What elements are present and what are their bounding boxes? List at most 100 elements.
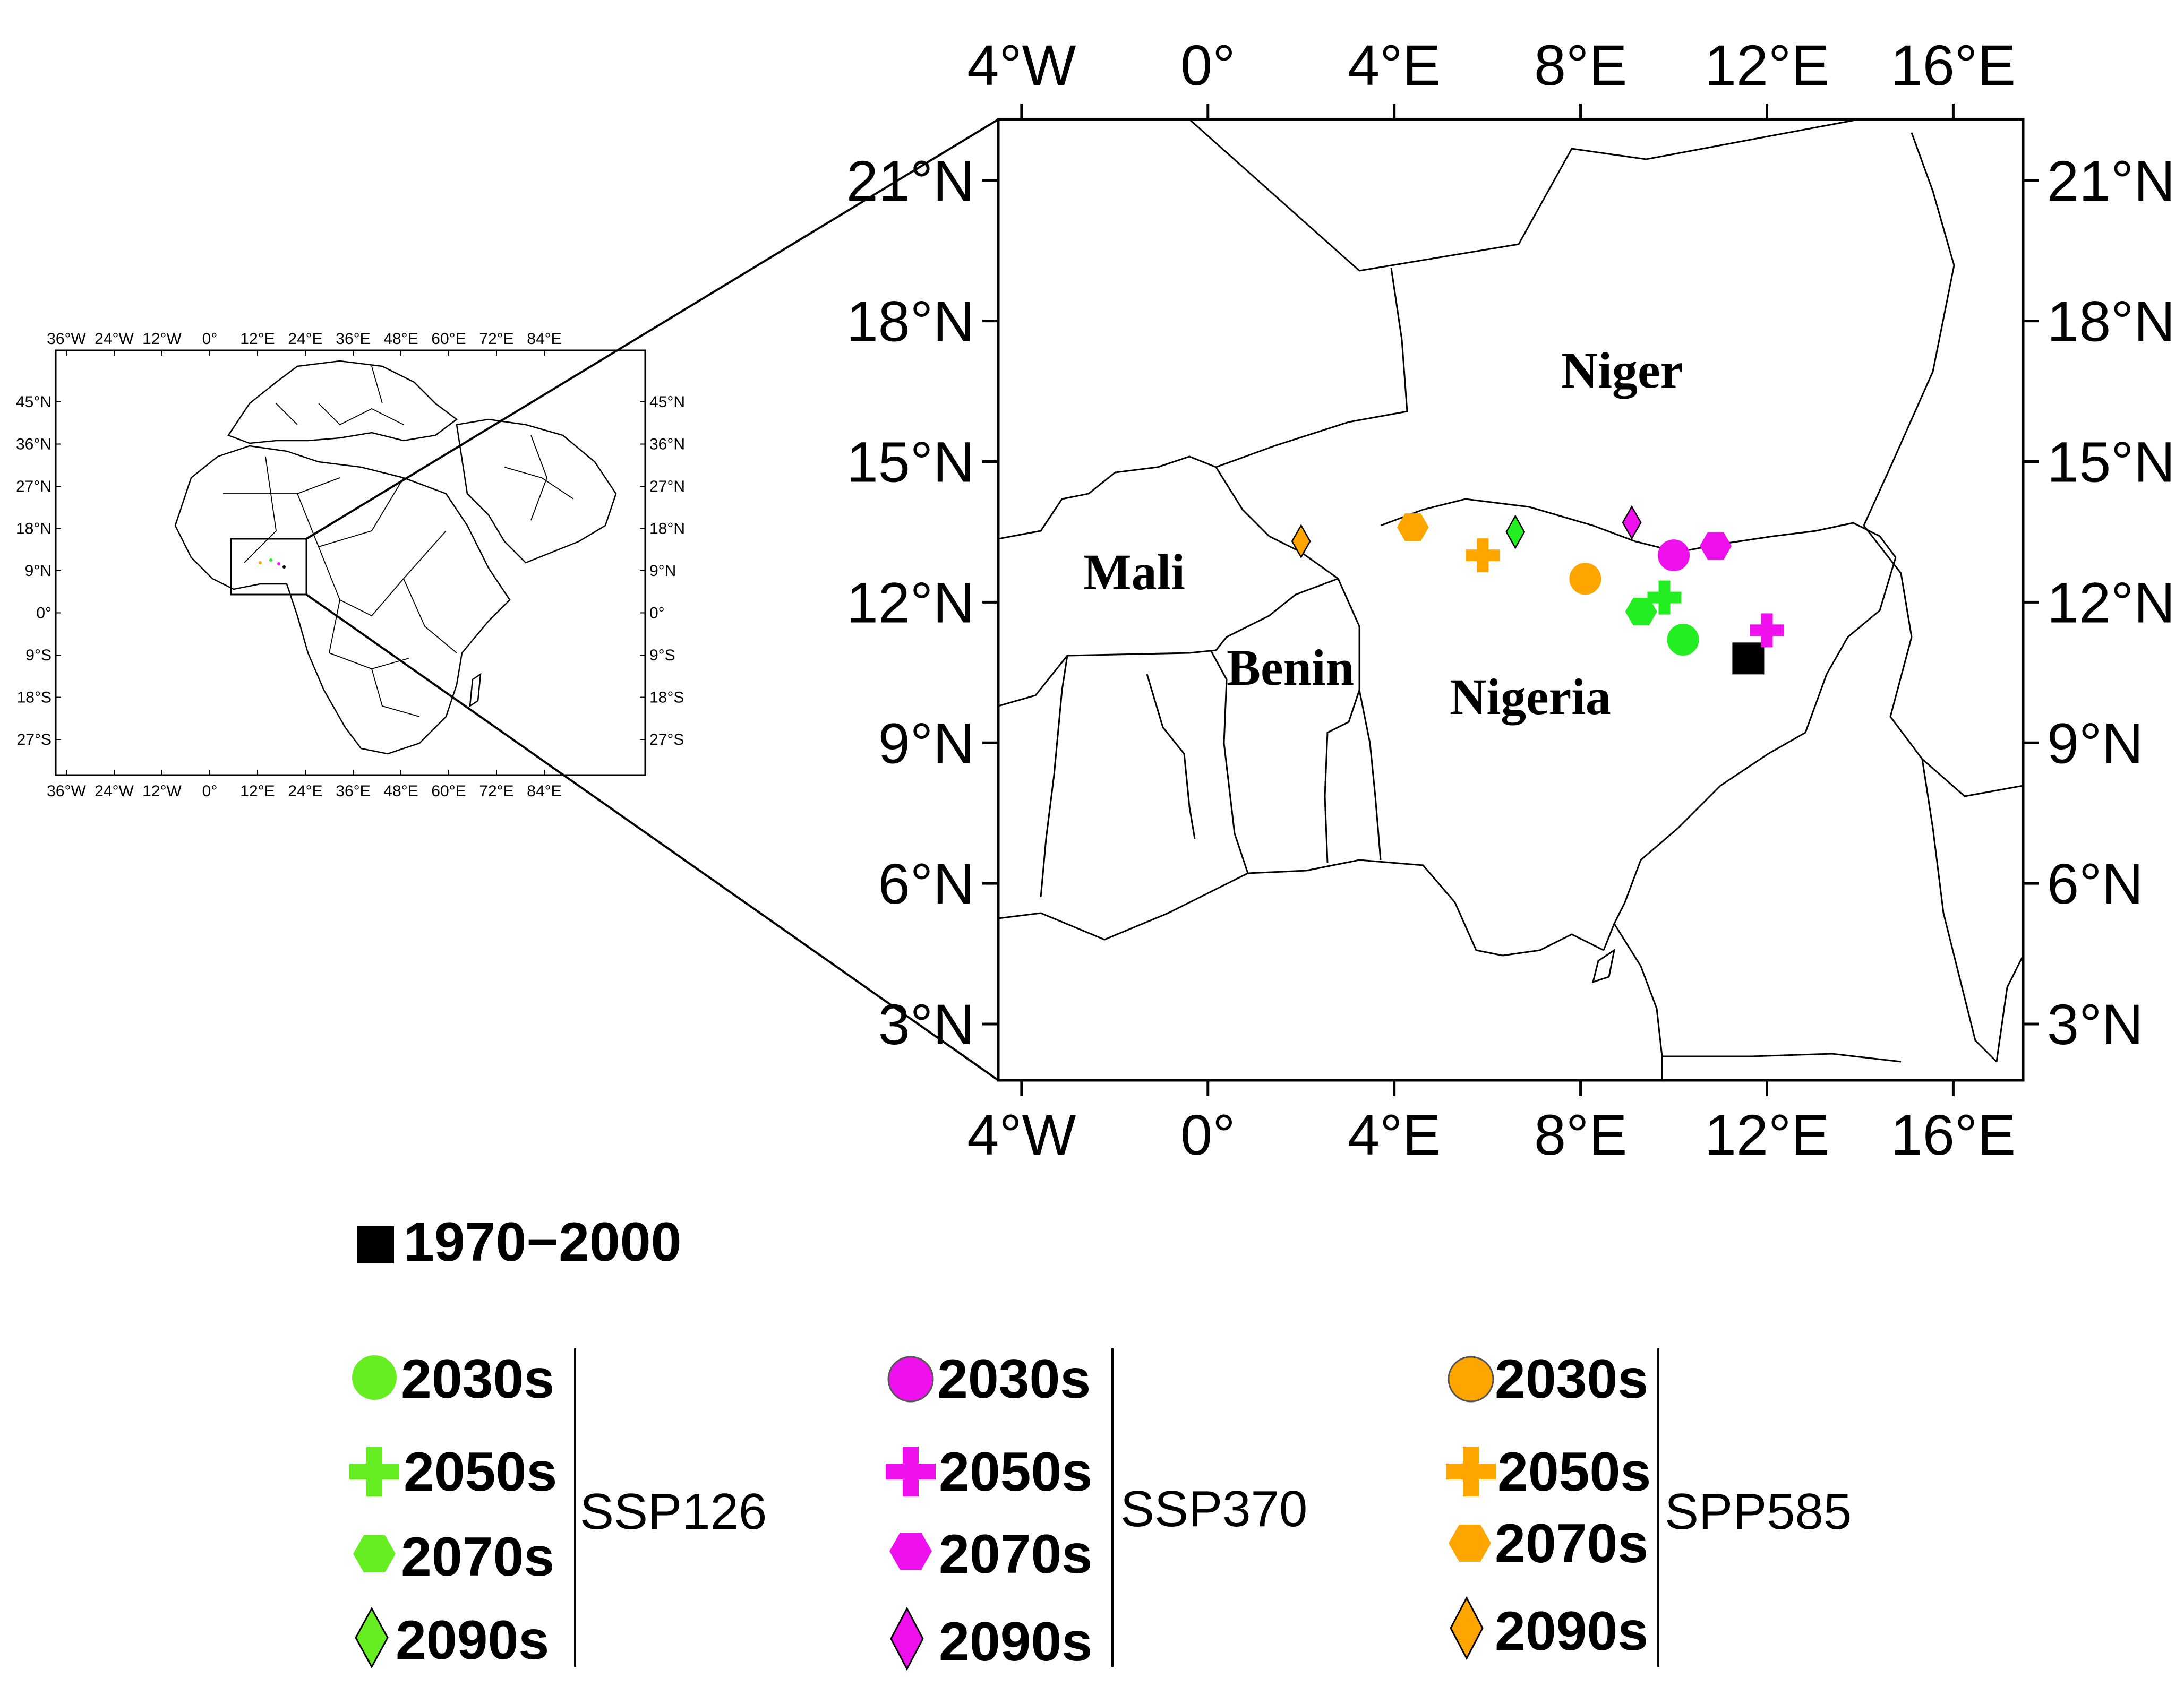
country-label-nigeria: Nigeria — [1450, 668, 1611, 725]
inset-lon-label-top: 60°E — [431, 330, 466, 348]
inset-lon-label-top: 72°E — [479, 330, 513, 348]
inset-lon-label-top: 24°W — [95, 330, 134, 348]
border-mali-burkina — [998, 455, 1217, 540]
legend-ssp370-hexagon-icon — [889, 1533, 932, 1570]
border-nigeria-west — [1358, 690, 1382, 861]
inset-lat-label-left: 0° — [36, 605, 52, 622]
marker-baseline-19702000 — [1732, 642, 1765, 675]
legend-spp585-name: SPP585 — [1665, 1483, 1852, 1540]
main-lat-label-left: 3°N — [878, 992, 974, 1056]
main-lon-label-bottom: 8°E — [1534, 1103, 1627, 1167]
inset-lon-label-bottom: 60°E — [431, 782, 466, 800]
inset-lat-label-right: 27°N — [649, 478, 685, 495]
main-lat-label-left: 18°N — [846, 289, 974, 354]
inset-lon-label-bottom: 12°E — [240, 782, 275, 800]
inset-ticks: 36°W 36°W 24°W 24°W 12°W 12°W 0° 0° 12°E 12°E 24°E… — [16, 330, 685, 800]
inset-lat-label-left: 36°N — [16, 436, 52, 453]
legend-spp585-diamond-icon — [1450, 1596, 1484, 1660]
legend-ssp370-item-2: 2050s — [939, 1441, 1092, 1503]
marker-spp585-2070s — [1397, 513, 1429, 541]
legend: 1970−2000 2030s 2050s 2070s 2090s SSP126… — [349, 1211, 1852, 1673]
marker-ssp370-2030s — [1658, 539, 1690, 572]
legend-ssp126-item-2: 2050s — [404, 1441, 557, 1503]
inset-lat-label-left: 18°N — [16, 520, 52, 538]
marker-ssp126-2030s — [1667, 624, 1699, 656]
legend-group-ssp370: 2030s 2050s 2070s 2090s SSP370 — [886, 1348, 1307, 1673]
legend-spp585-item-3: 2070s — [1495, 1513, 1648, 1574]
inset-lat-label-right: 9°S — [649, 647, 675, 664]
main-lon-label-top: 4°E — [1348, 33, 1441, 97]
main-lon-label-top: 16°E — [1891, 33, 2016, 97]
country-label-mali: Mali — [1083, 544, 1185, 600]
inset-lat-label-right: 9°N — [649, 562, 676, 580]
inset-lat-label-right: 18°S — [649, 689, 684, 707]
coast-cameroon — [1613, 923, 1663, 1080]
main-lat-label-left: 9°N — [878, 711, 974, 775]
legend-ssp370-diamond-icon — [890, 1606, 924, 1671]
border-burkina-south — [998, 578, 1339, 707]
main-lat-label-right: 21°N — [2047, 149, 2175, 213]
inset-lon-label-top: 0° — [202, 330, 218, 348]
main-lon-label-top: 0° — [1180, 33, 1235, 97]
country-label-niger: Niger — [1561, 342, 1683, 399]
legend-ssp370-plus-icon — [886, 1447, 936, 1496]
legend-spp585-item-2: 2050s — [1497, 1441, 1651, 1503]
legend-ssp370-name: SSP370 — [1120, 1481, 1307, 1537]
border-cameroon-car — [1921, 759, 1998, 1063]
inset-map-frame — [55, 349, 646, 776]
marker-ssp126-2070s — [1625, 598, 1657, 626]
main-lon-label-top: 8°E — [1534, 33, 1627, 97]
inset-lat-label-left: 9°N — [25, 562, 52, 580]
inset-lon-label-top: 24°E — [288, 330, 322, 348]
main-lat-label-left: 21°N — [846, 149, 974, 213]
inset-lon-label-bottom: 12°W — [142, 782, 182, 800]
legend-baseline-square-icon — [357, 1226, 394, 1263]
inset-lon-label-top: 84°E — [527, 330, 561, 348]
main-lat-label-right: 12°N — [2047, 570, 2175, 634]
marker-spp585-2050s — [1466, 538, 1500, 573]
marker-ssp126-2050s — [1647, 580, 1682, 615]
inset-lat-label-left: 45°N — [16, 393, 52, 411]
legend-baseline: 1970−2000 — [357, 1211, 681, 1273]
main-lon-label-bottom: 16°E — [1891, 1103, 2016, 1167]
legend-ssp370-item-1: 2030s — [937, 1348, 1091, 1410]
inset-lon-label-bottom: 48°E — [383, 782, 418, 800]
main-map: 4°W 4°W 0° 0° 4°E 4°E 8°E 8°E 12°E 12°E 16°E 16°E 21… — [846, 33, 2176, 1167]
zoom-connector-top — [305, 118, 999, 540]
main-lon-label-top: 12°E — [1705, 33, 1829, 97]
inset-lon-label-bottom: 24°E — [288, 782, 322, 800]
main-markers — [1291, 505, 1784, 675]
inset-lat-label-right: 27°S — [649, 731, 684, 748]
inset-lon-label-bottom: 36°W — [47, 782, 86, 800]
legend-ssp126-plus-icon — [349, 1447, 399, 1496]
main-lon-label-bottom: 4°W — [967, 1103, 1076, 1167]
main-lat-label-left: 6°N — [878, 851, 974, 916]
legend-ssp126-diamond-icon — [355, 1606, 389, 1669]
legend-spp585-hexagon-icon — [1449, 1525, 1491, 1562]
zoom-connector-bottom — [305, 593, 999, 1081]
country-labels: Niger Mali Benin Nigeria — [1083, 342, 1683, 725]
inset-lon-label-bottom: 72°E — [479, 782, 513, 800]
legend-ssp126-item-4: 2090s — [396, 1610, 549, 1671]
border-cameroon-chad — [1863, 525, 2023, 797]
legend-ssp126-item-3: 2070s — [401, 1526, 554, 1588]
main-lon-label-top: 4°W — [967, 33, 1076, 97]
inset-coastlines — [174, 360, 617, 755]
main-lon-label-bottom: 4°E — [1348, 1103, 1441, 1167]
coast-gulf-of-guinea — [998, 859, 1604, 957]
marker-ssp126-2090s — [1505, 514, 1526, 549]
inset-lon-label-bottom: 84°E — [527, 782, 561, 800]
legend-ssp126-circle-icon — [352, 1355, 397, 1400]
main-lon-label-bottom: 0° — [1180, 1103, 1235, 1167]
inset-europe-outline — [227, 360, 458, 444]
main-lat-label-left: 15°N — [846, 430, 974, 494]
border-nigeria-cameroon — [1603, 557, 1897, 951]
inset-zoom-box — [230, 538, 307, 596]
legend-spp585-circle-icon — [1448, 1356, 1494, 1403]
legend-spp585-plus-icon — [1446, 1447, 1496, 1496]
inset-lon-label-top: 12°W — [142, 330, 182, 348]
border-togo — [1146, 674, 1196, 839]
legend-group-spp585: 2030s 2050s 2070s 2090s SPP585 — [1446, 1348, 1852, 1667]
border-central-africa-east — [1995, 955, 2023, 1062]
